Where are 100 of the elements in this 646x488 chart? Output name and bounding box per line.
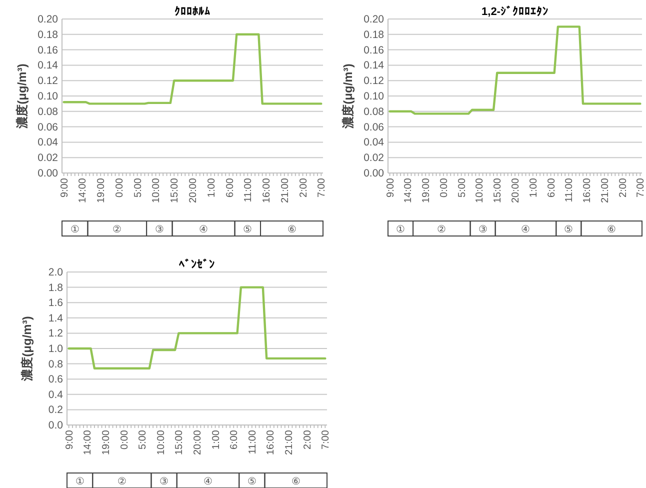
y-tick-label: 0.14 [38,60,58,72]
y-tick-label: 0.00 [364,168,384,180]
y-tick-label: 0.06 [364,121,384,134]
x-tick-label: 15:00 [492,178,504,204]
text: ② [437,224,446,236]
y-tick-label: 0.08 [364,106,384,118]
y-tick-label: 1.0 [48,343,64,355]
y-tick-label: 0.12 [38,75,58,88]
x-tick-label: 21:00 [600,178,611,204]
text: ② [117,476,126,488]
x-tick-label: 5:00 [138,430,149,450]
x-tick-label: 10:00 [156,430,167,456]
x-tick-label: 11:00 [247,430,258,454]
y-tick-label: 0.06 [38,121,58,134]
x-tick-label: 20:00 [510,178,522,204]
text: ④ [203,476,212,488]
x-tick-label: 20:00 [188,178,199,204]
y-tick-label: 0.02 [38,152,58,164]
x-tick-label: 0:00 [114,178,126,198]
text: ③ [478,224,488,236]
text: ④ [521,224,530,236]
x-tick-label: 7:00 [636,178,646,198]
text: ② [112,224,122,236]
y-tick-label: 0.10 [38,90,58,102]
x-tick-label: 6:00 [546,178,558,198]
x-tick-label: 2:00 [302,430,314,450]
x-tick-label: 1:00 [210,430,222,450]
x-tick-label: 21:00 [280,178,291,204]
x-tick-label: 19:00 [96,178,108,204]
y-tick-label: 2.0 [48,266,64,278]
x-tick-label: 1:00 [206,178,218,198]
x-tick-label: 5:00 [456,178,468,198]
text: ① [396,224,406,236]
x-tick-label: 20:00 [192,430,204,456]
text: ⑤ [243,224,252,236]
chart-title: ｸﾛﾛﾎﾙﾑ [174,6,210,18]
y-tick-label: 0.16 [364,44,384,56]
y-tick-label: 0.8 [48,358,64,370]
x-tick-label: 19:00 [100,430,112,456]
text: ⑤ [247,476,256,488]
x-tick-label: 15:00 [170,178,181,204]
text: ⑥ [287,224,296,236]
y-tick-label: 0.4 [48,388,64,401]
x-tick-label: 2:00 [618,178,629,198]
x-tick-label: 21:00 [284,430,296,456]
x-tick-label: 11:00 [243,178,254,202]
chart-title: ﾍﾞﾝｾﾞﾝ [179,258,215,271]
y-tick-label: 0.2 [48,404,64,416]
y-axis-title: 濃度(μg/m³) [20,316,34,382]
x-tick-label: 7:00 [316,178,328,198]
y-tick-label: 0.04 [364,136,384,149]
x-tick-label: 16:00 [262,178,273,204]
text: ③ [160,476,169,488]
x-tick-label: 10:00 [474,178,486,204]
x-tick-label: 14:00 [82,430,94,456]
x-tick-label: 19:00 [421,178,432,204]
x-tick-label: 5:00 [132,178,144,198]
x-tick-label: 2:00 [298,178,310,198]
x-tick-label: 16:00 [582,178,594,204]
y-tick-label: 0.10 [364,90,384,102]
y-tick-label: 0.14 [364,60,384,72]
y-tick-label: 0.20 [38,14,58,26]
y-tick-label: 0.16 [38,44,58,56]
y-tick-label: 0.12 [364,75,384,88]
text: ③ [154,224,164,236]
y-tick-label: 0.08 [38,106,58,118]
x-tick-label: 14:00 [403,178,414,204]
x-tick-label: 10:00 [151,178,162,204]
x-tick-label: 6:00 [229,430,240,450]
y-axis-title: 濃度(μg/m³) [341,64,355,130]
x-tick-label: 16:00 [266,430,277,456]
x-tick-label: 9:00 [64,430,76,450]
x-tick-label: 1:00 [528,178,540,198]
x-tick-label: 15:00 [174,430,186,456]
y-tick-label: 0.0 [48,420,64,432]
y-tick-label: 1.6 [48,297,64,310]
y-tick-label: 1.4 [48,312,64,324]
x-tick-label: 0:00 [438,178,450,198]
x-tick-label: 9:00 [385,178,396,198]
text: ⑥ [291,476,300,488]
y-tick-label: 0.02 [364,152,384,164]
y-tick-label: 0.20 [364,14,384,26]
y-tick-label: 0.04 [38,136,58,149]
text: ① [75,476,84,488]
y-tick-label: 1.8 [48,282,64,294]
x-tick-label: 0:00 [119,430,130,450]
x-tick-label: 11:00 [564,178,576,202]
text: ① [70,224,80,236]
x-tick-label: 14:00 [78,178,89,204]
x-tick-label: 7:00 [320,430,332,450]
text: ⑤ [564,224,574,236]
chart-title: 1,2-ｼﾞｸﾛﾛｴﾀﾝ [482,5,548,18]
y-tick-label: 0.18 [38,28,58,41]
y-axis-title: 濃度(μg/m³) [15,64,29,130]
x-tick-label: 6:00 [224,178,236,198]
text: ④ [199,224,208,236]
x-tick-label: 9:00 [59,178,70,198]
y-tick-label: 0.00 [38,168,58,180]
y-tick-label: 1.2 [48,328,64,340]
y-tick-label: 0.18 [364,28,384,41]
